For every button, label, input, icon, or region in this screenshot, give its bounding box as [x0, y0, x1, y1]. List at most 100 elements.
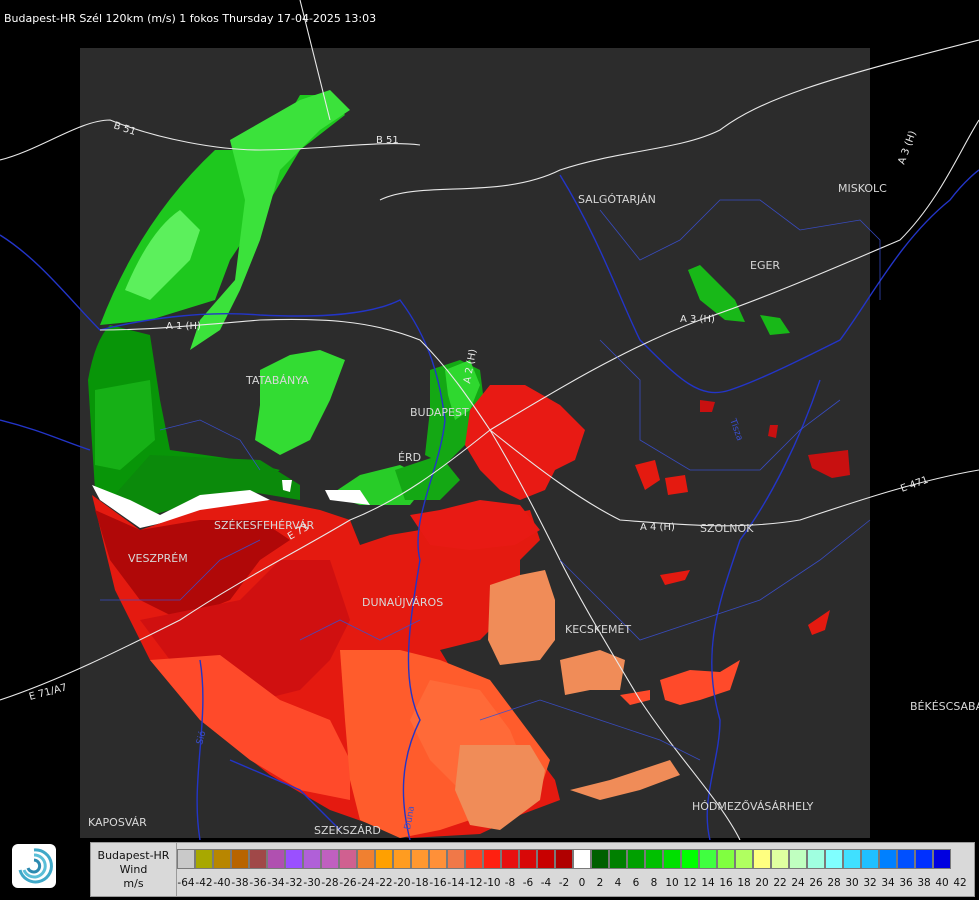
legend-tick: -16: [429, 877, 447, 889]
city-szolnok: SZOLNOK: [700, 522, 754, 535]
borders: [100, 199, 881, 761]
legend-swatch: [663, 849, 681, 869]
legend-tick: 6: [632, 877, 640, 889]
river-sio: Sió: [194, 729, 208, 746]
river-duna: Duna: [403, 805, 417, 830]
legend-tick: 40: [935, 877, 949, 889]
legend-swatch: [213, 849, 231, 869]
legend-tick: 38: [917, 877, 931, 889]
legend-tick: 18: [737, 877, 751, 889]
legend-tick: -12: [465, 877, 483, 889]
legend-tick: 36: [899, 877, 913, 889]
legend-swatch: [825, 849, 843, 869]
legend-swatch: [447, 849, 465, 869]
legend-tick: -6: [522, 877, 534, 889]
legend-swatch: [789, 849, 807, 869]
city-szekszard: SZEKSZÁRD: [314, 824, 381, 837]
legend-tick: 4: [614, 877, 622, 889]
legend-tick: -38: [231, 877, 249, 889]
legend-swatch: [609, 849, 627, 869]
legend-tick: -30: [303, 877, 321, 889]
legend-swatch: [843, 849, 861, 869]
legend-tick: 42: [953, 877, 967, 889]
legend-station: Budapest-HR: [97, 849, 170, 862]
legend-swatch: [735, 849, 753, 869]
logo: [12, 844, 56, 888]
color-legend: Budapest-HR Wind m/s -64 -42 -40 -38 -36 -34-…: [90, 842, 975, 897]
road-a1: A 1 (H): [166, 321, 201, 332]
legend-swatch: [177, 849, 195, 869]
legend-tick: -24: [357, 877, 375, 889]
legend-tick: -28: [321, 877, 339, 889]
legend-swatch: [897, 849, 915, 869]
road-e71: E 71/A7: [28, 682, 68, 703]
legend-tick: -8: [504, 877, 516, 889]
legend-quantity: Wind: [119, 863, 148, 876]
legend-tick: 16: [719, 877, 733, 889]
legend-tick: -42: [195, 877, 213, 889]
legend-tick: -32: [285, 877, 303, 889]
legend-swatch: [807, 849, 825, 869]
city-miskolc: MISKOLC: [838, 182, 887, 195]
city-hodmezovasarhely: HÓDMEZŐVÁSÁRHELY: [692, 799, 814, 813]
map-title: Budapest-HR Szél 120km (m/s) 1 fokos Thu…: [4, 12, 377, 25]
legend-tick: -14: [447, 877, 465, 889]
legend-swatch: [555, 849, 573, 869]
radar-map: SALGÓTARJÁN EGER MISKOLC TATABÁNYA BUDAP…: [0, 0, 979, 840]
legend-tick: 22: [773, 877, 787, 889]
legend-tick: -22: [375, 877, 393, 889]
legend-swatch: [573, 849, 591, 869]
city-kecskemet: KECSKEMÉT: [565, 623, 631, 636]
road-a3: A 3 (H): [680, 314, 715, 325]
legend-tick: 10: [665, 877, 679, 889]
legend-swatch: [195, 849, 213, 869]
legend-swatch: [429, 849, 447, 869]
legend-swatch: [321, 849, 339, 869]
legend-tick: 2: [596, 877, 604, 889]
city-tatabanya: TATABÁNYA: [245, 374, 309, 387]
legend-tick: -10: [483, 877, 501, 889]
legend-tick: -2: [558, 877, 570, 889]
legend-label: Budapest-HR Wind m/s: [91, 843, 177, 896]
legend-swatch: [519, 849, 537, 869]
legend-swatch: [249, 849, 267, 869]
city-budapest: BUDAPEST: [410, 406, 469, 419]
legend-swatches: [177, 849, 951, 869]
legend-swatch: [267, 849, 285, 869]
legend-swatch: [375, 849, 393, 869]
legend-swatch: [411, 849, 429, 869]
legend-tick: 30: [845, 877, 859, 889]
city-eger: EGER: [750, 259, 780, 272]
legend-tick: -4: [540, 877, 552, 889]
road-a4: A 4 (H): [640, 522, 675, 533]
radar-echoes: [88, 90, 850, 838]
legend-tick: 0: [578, 877, 586, 889]
legend-swatch: [861, 849, 879, 869]
city-erd: ÉRD: [398, 451, 421, 464]
legend-swatch: [591, 849, 609, 869]
legend-swatch: [717, 849, 735, 869]
legend-swatch: [393, 849, 411, 869]
city-labels: SALGÓTARJÁN EGER MISKOLC TATABÁNYA BUDAP…: [88, 182, 979, 837]
legend-swatch: [483, 849, 501, 869]
city-szekesfehervar: SZÉKESFEHÉRVÁR: [214, 519, 315, 532]
legend-swatch: [681, 849, 699, 869]
legend-tick: -40: [213, 877, 231, 889]
legend-swatch: [915, 849, 933, 869]
legend-tick: 20: [755, 877, 769, 889]
legend-swatch: [501, 849, 519, 869]
legend-tick: 26: [809, 877, 823, 889]
legend-tick: 24: [791, 877, 805, 889]
legend-tick: 12: [683, 877, 697, 889]
legend-swatch: [627, 849, 645, 869]
road-a3-ne: A 3 (H): [896, 129, 918, 166]
legend-swatch: [285, 849, 303, 869]
legend-swatch: [771, 849, 789, 869]
legend-tick: 14: [701, 877, 715, 889]
city-kaposvar: KAPOSVÁR: [88, 816, 147, 829]
legend-tick: 32: [863, 877, 877, 889]
city-bekescsaba: BÉKÉSCSABA: [910, 700, 979, 713]
legend-tick: -18: [411, 877, 429, 889]
legend-swatch: [231, 849, 249, 869]
legend-tick: -64: [177, 877, 195, 889]
